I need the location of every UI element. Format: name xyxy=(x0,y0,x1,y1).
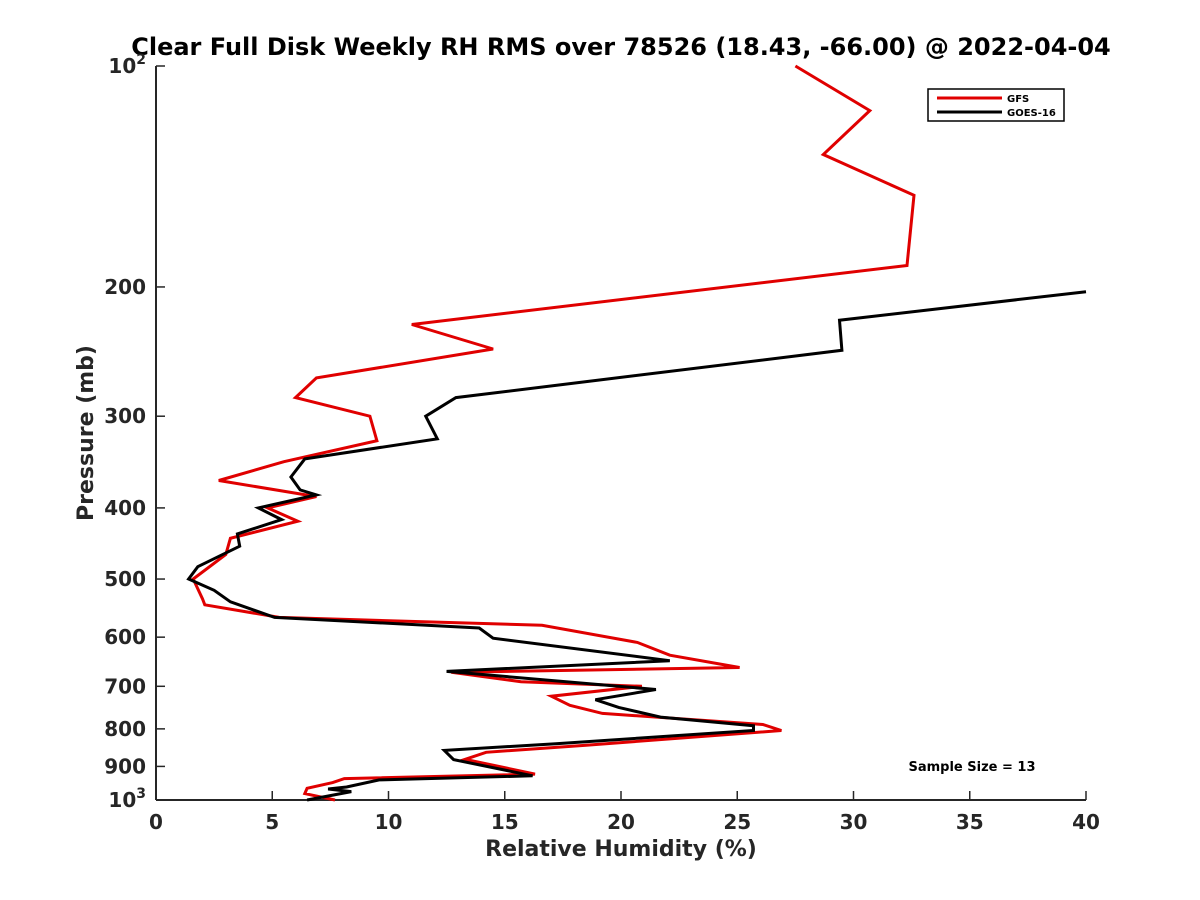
chart-title: Clear Full Disk Weekly RH RMS over 78526… xyxy=(131,33,1111,61)
legend-label: GOES-16 xyxy=(1007,108,1056,119)
x-tick-label: 40 xyxy=(1072,810,1100,834)
axis-ticks: 0 5 10 15 20 25 30 35 40 102 200 300 400 500 600 700 800… xyxy=(104,52,1100,834)
x-tick-label: 10 xyxy=(375,810,403,834)
legend-box xyxy=(927,88,1065,122)
y-tick-label: 200 xyxy=(104,275,146,299)
x-tick-label: 20 xyxy=(607,810,635,834)
plot-series xyxy=(186,64,1087,802)
x-tick-label: 5 xyxy=(265,810,279,834)
y-tick-label: 900 xyxy=(104,754,146,778)
x-tick-label: 15 xyxy=(491,810,519,834)
x-axis-label: Relative Humidity (%) xyxy=(485,837,757,862)
y-tick-label: 103 xyxy=(108,786,146,812)
legend: GFS GOES-16 xyxy=(927,88,1065,122)
y-tick-label: 300 xyxy=(104,404,146,428)
y-tick-label: 800 xyxy=(104,717,146,741)
x-tick-label: 0 xyxy=(149,810,163,834)
y-tick-label: 400 xyxy=(104,496,146,520)
series-line-goes-16 xyxy=(186,290,1087,802)
x-tick-label: 25 xyxy=(723,810,751,834)
y-tick-label: 500 xyxy=(104,567,146,591)
legend-entries: GFS GOES-16 xyxy=(937,94,1056,119)
y-axis-label: Pressure (mb) xyxy=(74,345,99,521)
y-tick-label: 102 xyxy=(108,52,146,78)
series-line-gfs xyxy=(191,64,916,802)
y-tick-label: 600 xyxy=(104,625,146,649)
legend-label: GFS xyxy=(1007,94,1029,105)
sample-size-annotation: Sample Size = 13 xyxy=(908,760,1035,775)
x-tick-label: 30 xyxy=(840,810,868,834)
y-tick-label: 700 xyxy=(104,674,146,698)
x-tick-label: 35 xyxy=(956,810,984,834)
